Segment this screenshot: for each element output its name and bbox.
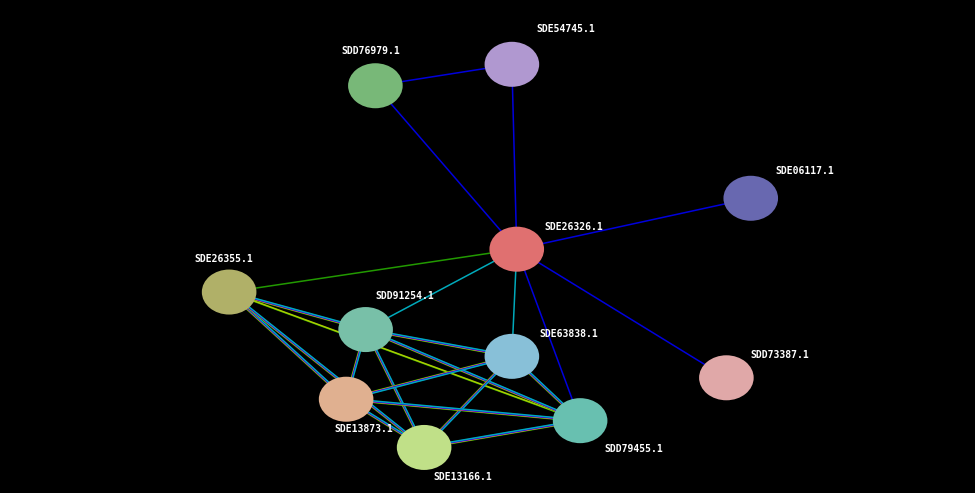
Text: SDE06117.1: SDE06117.1: [775, 167, 834, 176]
Text: SDE54745.1: SDE54745.1: [536, 25, 595, 35]
Text: SDE13166.1: SDE13166.1: [434, 472, 492, 482]
Text: SDE63838.1: SDE63838.1: [539, 329, 598, 339]
Ellipse shape: [699, 355, 754, 400]
Text: SDD73387.1: SDD73387.1: [751, 351, 809, 360]
Text: SDE26355.1: SDE26355.1: [195, 254, 254, 264]
Ellipse shape: [723, 176, 778, 221]
Ellipse shape: [489, 227, 544, 272]
Ellipse shape: [397, 425, 451, 470]
Ellipse shape: [319, 377, 373, 422]
Ellipse shape: [485, 42, 539, 87]
Text: SDE26326.1: SDE26326.1: [544, 222, 603, 232]
Text: SDE13873.1: SDE13873.1: [334, 423, 393, 434]
Ellipse shape: [338, 307, 393, 352]
Text: SDD76979.1: SDD76979.1: [341, 46, 400, 56]
Ellipse shape: [348, 63, 403, 108]
Ellipse shape: [485, 334, 539, 379]
Text: SDD91254.1: SDD91254.1: [375, 291, 434, 301]
Ellipse shape: [202, 270, 256, 315]
Text: SDD79455.1: SDD79455.1: [604, 444, 663, 454]
Ellipse shape: [553, 398, 607, 443]
